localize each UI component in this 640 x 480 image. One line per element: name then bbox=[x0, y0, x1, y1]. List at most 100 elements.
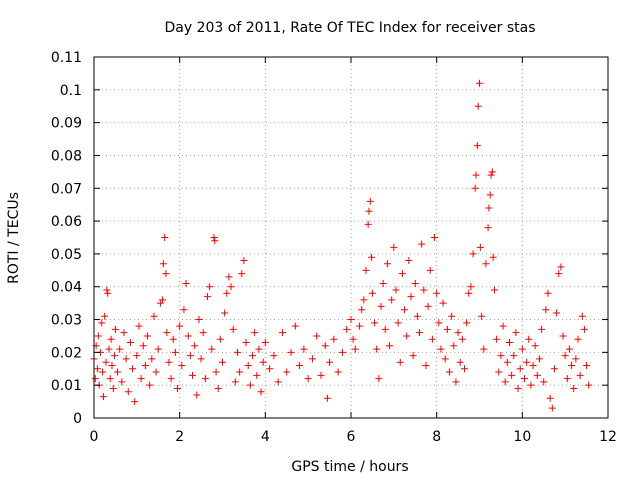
chart-title: Day 203 of 2011, Rate Of TEC Index for r… bbox=[164, 20, 535, 36]
data-point bbox=[585, 381, 593, 389]
x-tick-label: 6 bbox=[347, 429, 356, 445]
data-point bbox=[114, 368, 122, 376]
data-point bbox=[244, 361, 252, 369]
data-point bbox=[171, 348, 179, 356]
data-point bbox=[211, 237, 219, 245]
data-point bbox=[105, 345, 113, 353]
axis-ticks bbox=[93, 56, 609, 419]
data-point bbox=[420, 286, 428, 294]
data-point bbox=[390, 243, 398, 251]
data-point bbox=[109, 384, 117, 392]
data-point bbox=[240, 256, 248, 264]
data-point bbox=[184, 332, 192, 340]
data-point bbox=[111, 352, 119, 360]
data-point bbox=[520, 375, 528, 383]
data-point bbox=[169, 335, 177, 343]
data-point bbox=[131, 398, 139, 406]
x-tick-labels: 0 2 4 6 8 10 12 bbox=[90, 429, 617, 445]
data-point bbox=[433, 289, 441, 297]
y-tick-label: 0.01 bbox=[51, 378, 82, 394]
data-point bbox=[441, 355, 449, 363]
x-tick-label: 10 bbox=[513, 429, 531, 445]
data-point bbox=[182, 279, 190, 287]
data-point bbox=[99, 368, 107, 376]
data-point bbox=[403, 332, 411, 340]
data-point bbox=[323, 394, 331, 402]
data-point bbox=[518, 345, 526, 353]
data-point bbox=[512, 329, 520, 337]
data-point bbox=[330, 335, 338, 343]
data-point bbox=[570, 384, 578, 392]
y-tick-label: 0 bbox=[73, 411, 82, 427]
data-point bbox=[465, 289, 473, 297]
data-point bbox=[531, 342, 539, 350]
data-point bbox=[146, 381, 154, 389]
data-point bbox=[231, 378, 239, 386]
data-point bbox=[583, 361, 591, 369]
data-point bbox=[448, 312, 456, 320]
data-point bbox=[360, 296, 368, 304]
data-point bbox=[469, 250, 477, 258]
data-point bbox=[503, 358, 511, 366]
data-point bbox=[317, 371, 325, 379]
data-point bbox=[490, 286, 498, 294]
data-point bbox=[326, 358, 334, 366]
data-point bbox=[129, 365, 137, 373]
data-point bbox=[137, 375, 145, 383]
data-point bbox=[553, 309, 561, 317]
data-point bbox=[238, 270, 246, 278]
data-point bbox=[495, 368, 503, 376]
data-point bbox=[437, 345, 445, 353]
data-point bbox=[274, 378, 282, 386]
data-point bbox=[133, 352, 141, 360]
data-point bbox=[135, 322, 143, 330]
data-point bbox=[144, 332, 152, 340]
data-point bbox=[223, 289, 231, 297]
data-point bbox=[300, 345, 308, 353]
data-point bbox=[463, 319, 471, 327]
data-point bbox=[124, 388, 132, 396]
data-point bbox=[197, 355, 205, 363]
data-point bbox=[574, 335, 582, 343]
y-tick-label: 0.1 bbox=[60, 83, 82, 99]
data-point bbox=[431, 234, 439, 241]
data-point bbox=[308, 355, 316, 363]
data-point bbox=[152, 368, 160, 376]
x-tick-label: 12 bbox=[599, 429, 617, 445]
data-point bbox=[525, 335, 533, 343]
data-point bbox=[565, 345, 573, 353]
data-point bbox=[383, 260, 391, 268]
data-point bbox=[396, 358, 404, 366]
data-point bbox=[542, 306, 550, 314]
data-point bbox=[572, 355, 580, 363]
data-point bbox=[388, 296, 396, 304]
x-axis-title: GPS time / hours bbox=[291, 459, 408, 475]
y-tick-label: 0.06 bbox=[51, 214, 82, 230]
data-point bbox=[334, 368, 342, 376]
data-point bbox=[394, 319, 402, 327]
data-point bbox=[514, 384, 522, 392]
data-point bbox=[365, 207, 373, 215]
data-point bbox=[139, 342, 147, 350]
data-point bbox=[253, 371, 261, 379]
y-tick-labels: 0 0.01 0.02 0.03 0.04 0.05 0.06 0.07 0.08 0.09 0.1… bbox=[51, 50, 82, 427]
data-point bbox=[204, 293, 212, 301]
data-point bbox=[321, 342, 329, 350]
data-point bbox=[210, 234, 218, 241]
data-point bbox=[351, 345, 359, 353]
data-point bbox=[413, 312, 421, 320]
data-point bbox=[251, 329, 259, 337]
data-point bbox=[472, 171, 480, 179]
data-point bbox=[401, 306, 409, 314]
data-point bbox=[373, 345, 381, 353]
x-tick-label: 2 bbox=[175, 429, 184, 445]
data-point bbox=[411, 279, 419, 287]
data-point bbox=[450, 342, 458, 350]
data-point bbox=[386, 342, 394, 350]
data-point bbox=[174, 384, 182, 392]
data-point bbox=[486, 191, 494, 199]
data-point bbox=[368, 253, 376, 261]
data-point bbox=[193, 391, 201, 399]
data-point bbox=[255, 345, 263, 353]
data-point bbox=[478, 312, 486, 320]
